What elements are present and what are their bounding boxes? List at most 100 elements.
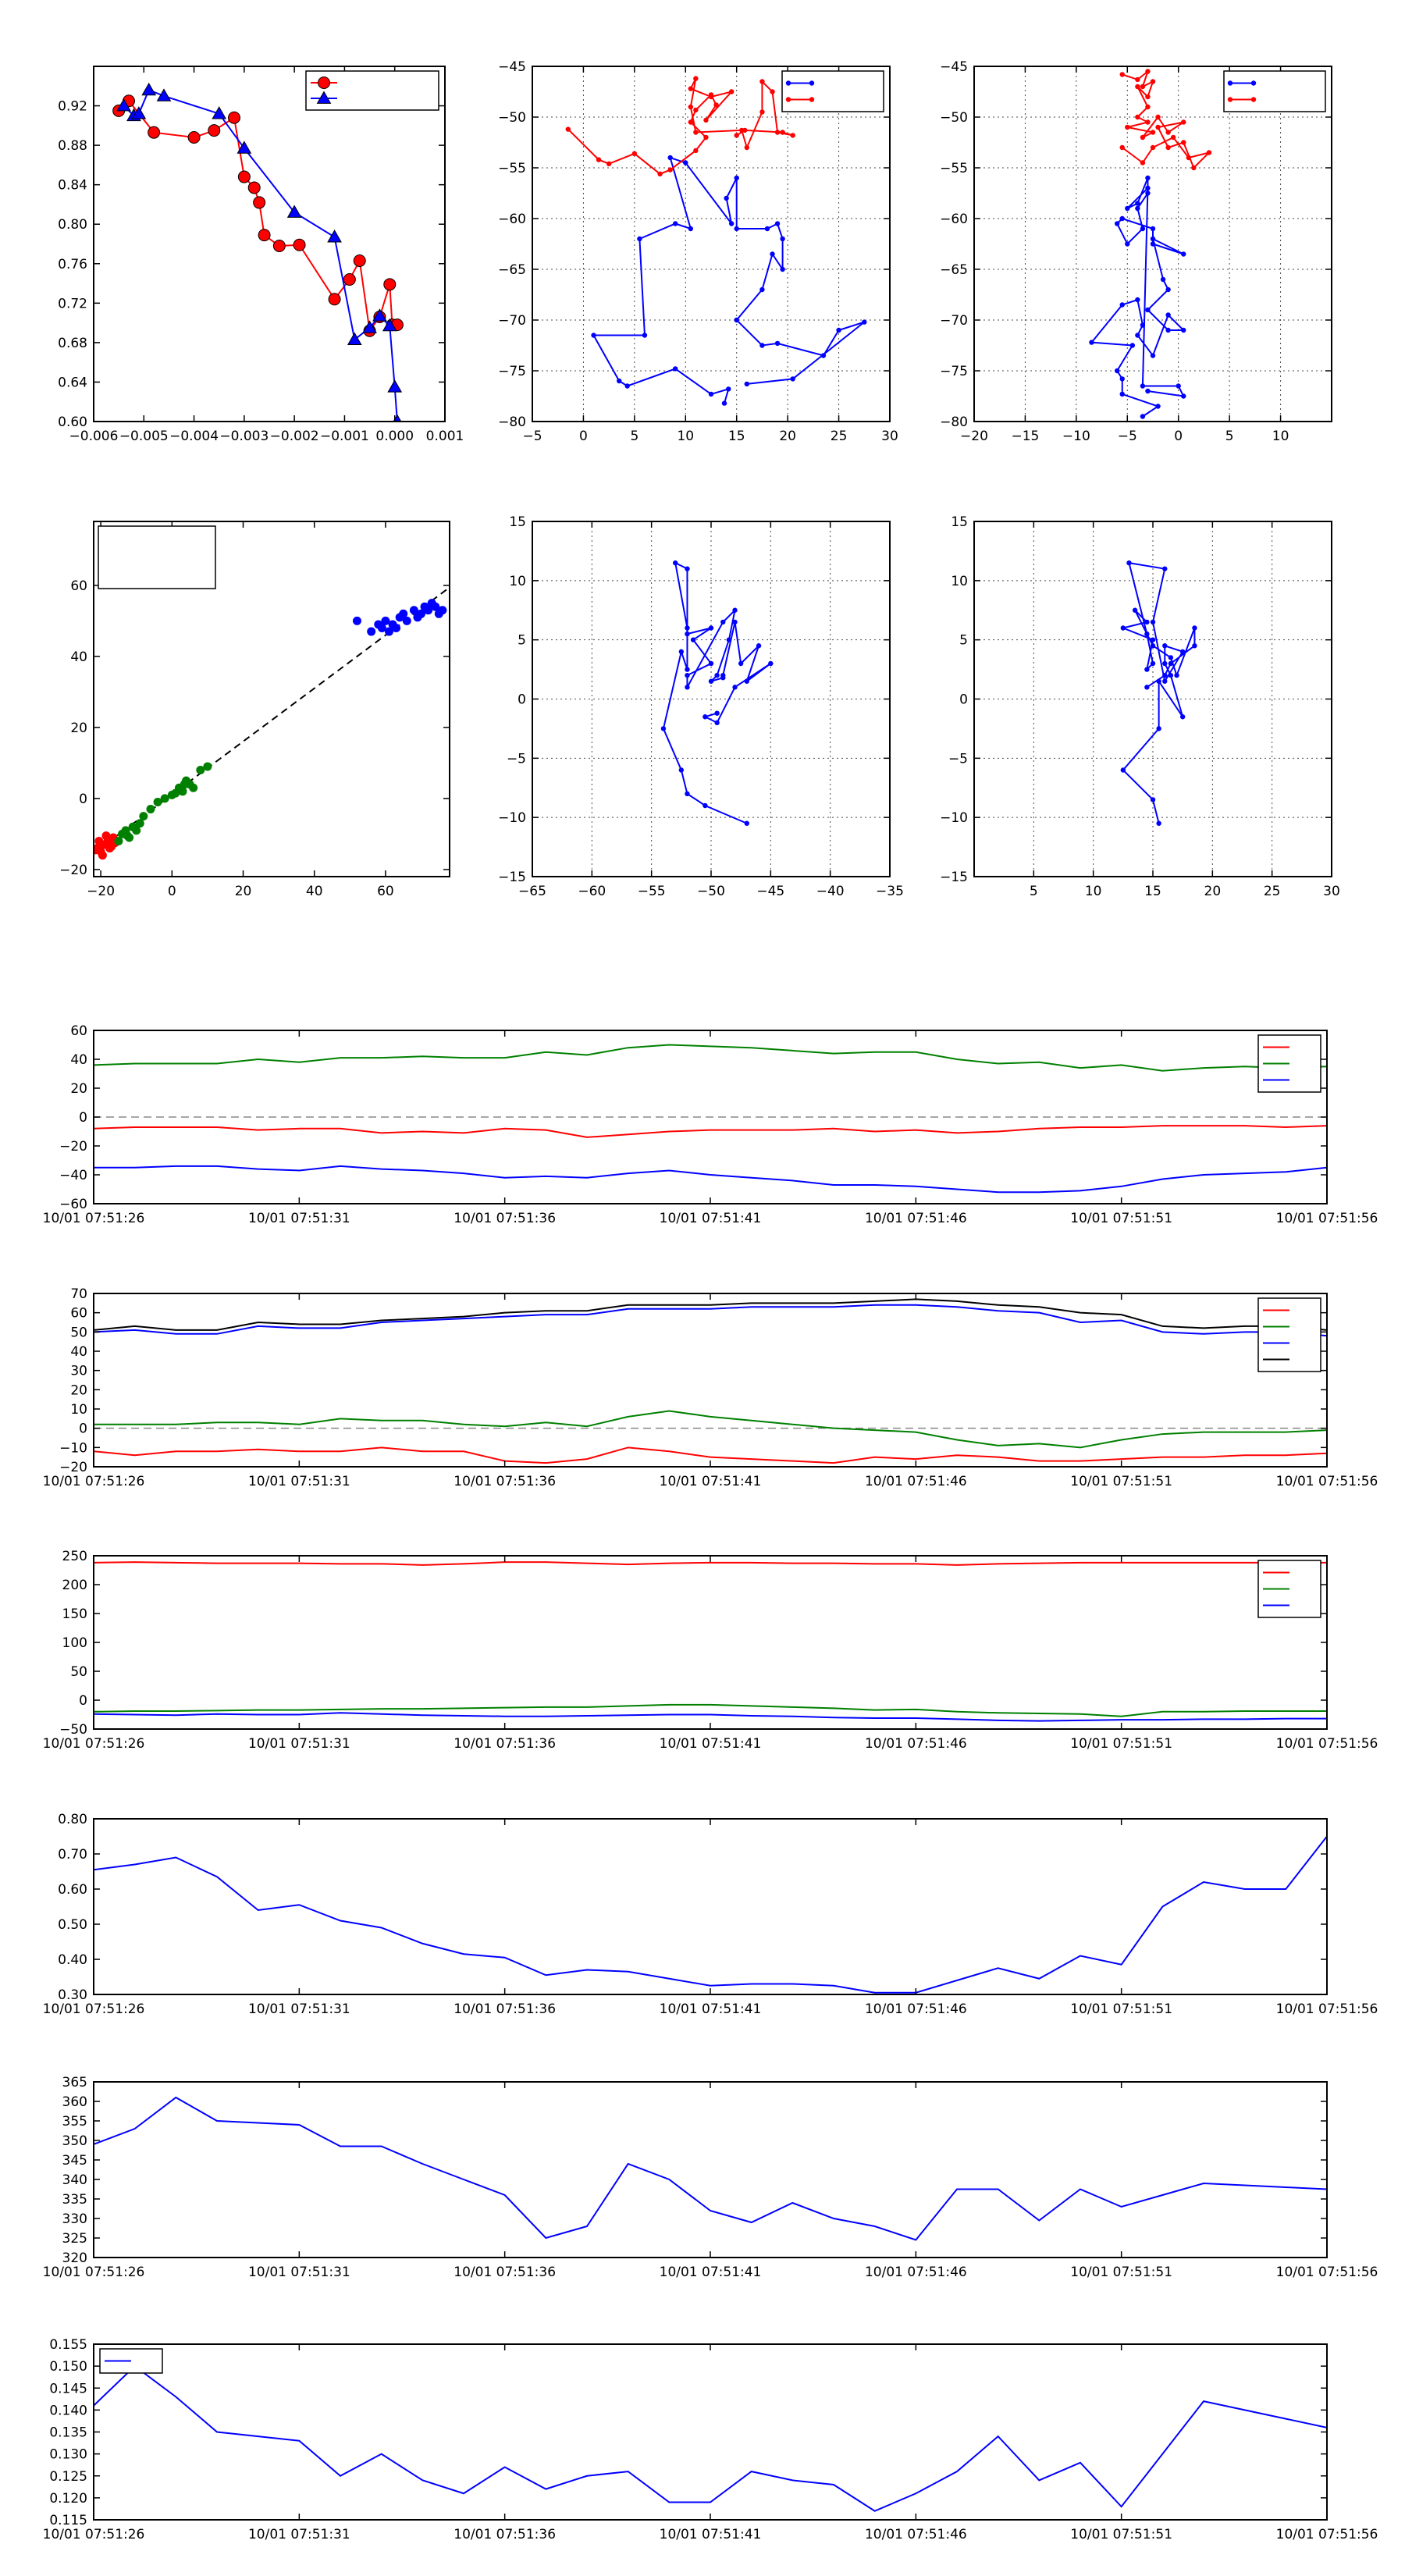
data-point [146,805,155,814]
axes-frame [93,2343,1328,2521]
y-tick-label: 365 [62,2075,87,2090]
x-tick-label: 30 [881,429,898,444]
series-line [94,1703,1327,1717]
data-point [171,788,180,798]
y-tick-label: −20 [59,1460,87,1475]
data-point [347,332,362,345]
data-point [1120,625,1126,631]
x-tick-label: 10/01 07:51:56 [1276,1736,1378,1752]
data-point [744,144,749,151]
data-point [1150,226,1156,232]
data-point [353,254,366,267]
data-point [1140,134,1146,141]
legend-marker [809,97,815,102]
legend [1223,70,1326,112]
data-point [424,606,433,615]
y-tick-label: 0.72 [58,296,87,311]
data-point [596,157,602,162]
y-tick-label: 345 [62,2153,87,2169]
data-point [1155,404,1161,409]
data-point [381,616,390,625]
series-vr [94,1561,1327,1566]
x-tick-label: −10 [1062,429,1090,444]
x-tick-label: −40 [816,884,845,899]
y-tick-label: −20 [59,863,87,878]
series-vt [94,1703,1327,1717]
data-point [1135,114,1140,120]
y-tick-label: 15 [509,514,526,530]
data-point [1119,391,1125,397]
legend-box [781,70,884,112]
x-tick-label: 10/01 07:51:31 [248,1211,350,1226]
chart-solar-wind-velocity: 10/01 07:51:26 10/01 07:51:31 10/01 07:51:… [43,1549,1378,1752]
y-tick-label: 10 [70,1402,87,1418]
y-tick-label: 0.40 [58,1952,87,1968]
series-line [1090,177,1186,418]
data-point [1135,333,1140,338]
data-point [1140,84,1146,90]
y-tick-label: 50 [70,1664,87,1680]
data-point [742,127,748,133]
y-tick-label: −55 [498,161,526,176]
legend-marker [785,97,791,102]
data-point [212,106,227,119]
data-point [1150,236,1156,242]
data-point [1168,660,1174,667]
x-tick-label: 10/01 07:51:26 [43,2001,145,2017]
series-bt [94,1044,1327,1072]
x-tick-label: 5 [1225,429,1234,444]
data-point [732,685,738,690]
data-point [1140,226,1146,232]
y-tick-label: −40 [59,1168,87,1183]
data-point [1119,144,1125,151]
data-point [714,720,720,726]
y-tick-label: 0 [518,692,526,708]
x-tick-label: 10/01 07:51:56 [1276,2001,1378,2017]
data-point [685,685,690,690]
y-tick-label: −50 [59,1722,87,1738]
data-point [702,802,708,809]
series-v-remaining [565,76,795,176]
data-point [1145,307,1151,313]
data-point [367,627,376,636]
data-point [734,133,739,138]
data-point [1192,625,1197,631]
data-point [409,606,418,615]
y-tick-label: 0.64 [58,375,87,390]
data-point [1150,660,1156,667]
data-point [237,141,252,154]
data-point [1119,376,1125,382]
data-point [726,637,732,642]
series-v-remaining [1119,69,1212,171]
series-tp [94,2364,1327,2512]
x-tick-label: 15 [728,429,745,444]
data-point [1144,631,1150,637]
y-tick-label: 100 [62,1635,87,1651]
data-point [1125,241,1130,247]
data-point [253,196,266,209]
y-tick-label: −70 [940,313,968,329]
data-point [153,797,162,806]
data-point [1089,340,1094,345]
data-point [1165,130,1171,135]
data-point [135,819,144,828]
data-point [1206,150,1212,155]
data-point [565,126,571,132]
x-tick-label: −60 [578,884,606,899]
data-point [1140,322,1146,328]
series-line [94,2096,1327,2241]
x-tick-label: 10/01 07:51:51 [1070,2001,1172,2017]
data-point [1126,560,1132,566]
y-tick-label: −80 [940,415,968,430]
series-line [94,1125,1327,1138]
data-point [1165,312,1171,318]
y-tick-label: 0.70 [58,1847,87,1863]
data-point [1165,286,1171,293]
data-point [123,831,132,841]
y-tick-label: 5 [518,633,526,649]
y-tick-label: −65 [498,262,526,278]
data-point [228,111,240,124]
legend [1257,1560,1321,1618]
data-point [774,221,781,226]
data-point [1135,76,1140,83]
